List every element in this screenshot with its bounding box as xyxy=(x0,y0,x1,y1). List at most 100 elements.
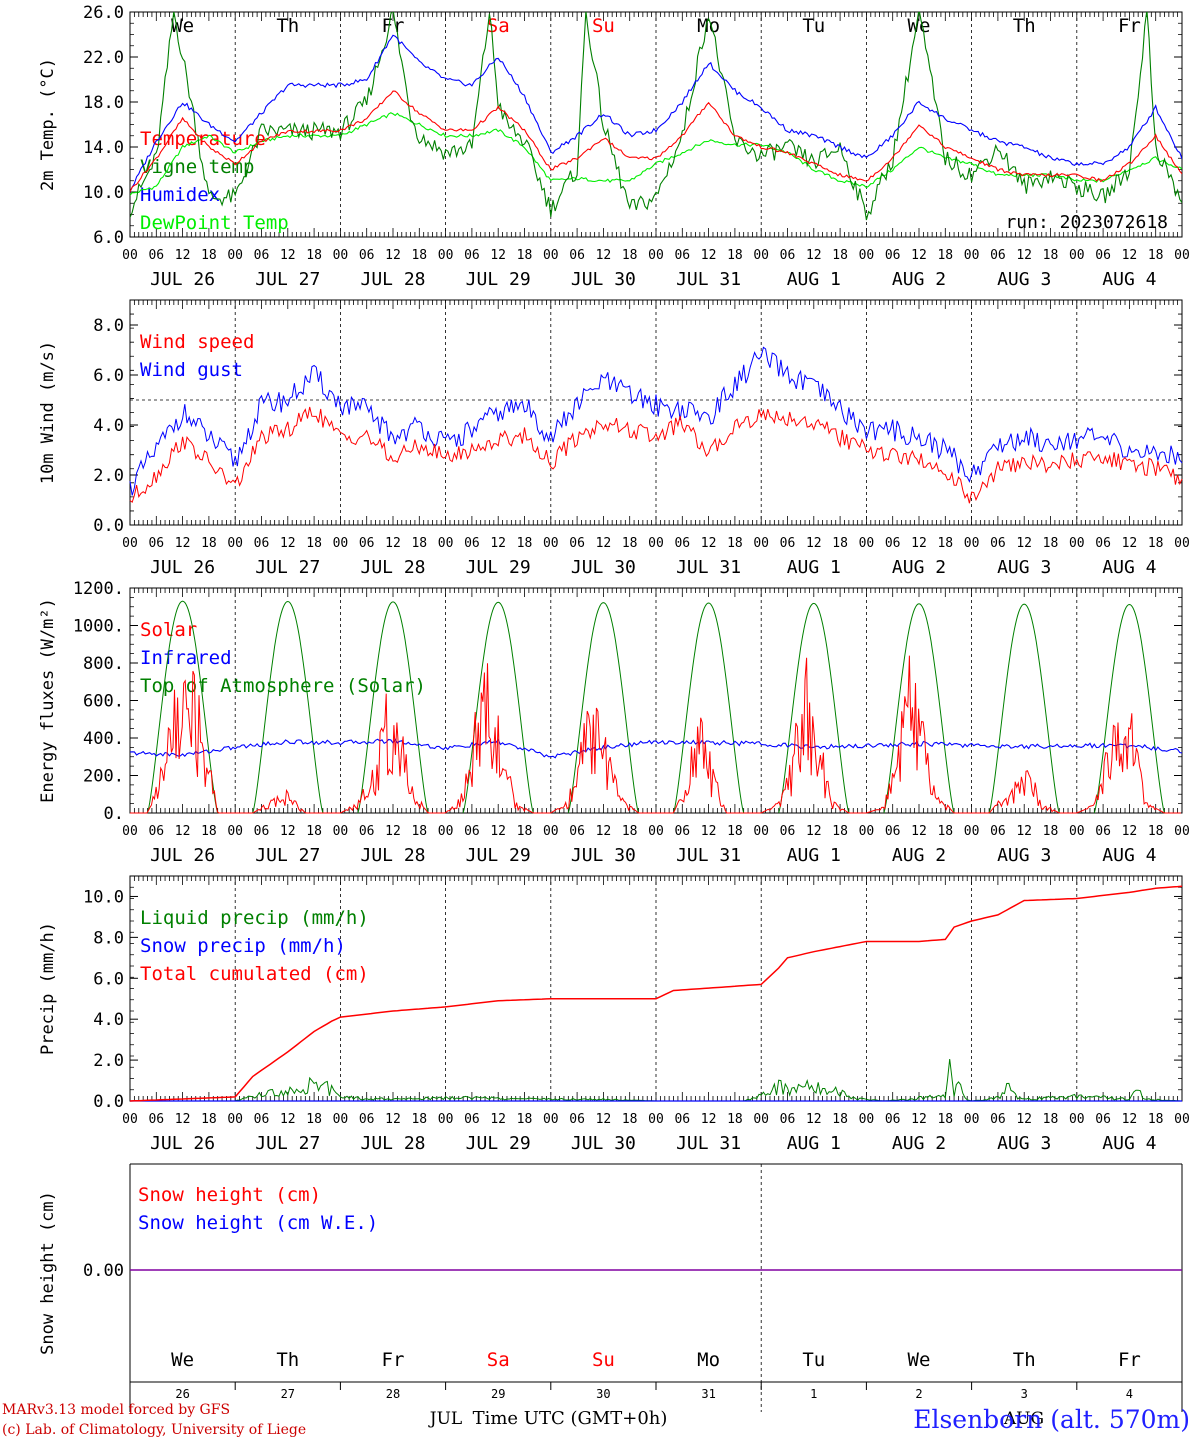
wind-hour-tick-label: 06 xyxy=(990,536,1006,551)
precip-date-label: AUG 3 xyxy=(997,1133,1051,1154)
wind-hour-tick-label: 06 xyxy=(464,536,480,551)
precip-hour-tick-label: 00 xyxy=(753,1112,769,1127)
energy-date-label: AUG 1 xyxy=(787,845,841,866)
precip-hour-tick-label: 12 xyxy=(701,1112,717,1127)
snow-weekday-label: Th xyxy=(276,1349,299,1371)
wind-date-label: JUL 27 xyxy=(255,557,320,578)
wind-hour-tick-label: 06 xyxy=(569,536,585,551)
energy-date-label: AUG 3 xyxy=(997,845,1051,866)
temperature-minor-ticks xyxy=(129,12,1183,237)
wind-hour-tick-label: 00 xyxy=(1174,536,1190,551)
energy-hour-tick-label: 18 xyxy=(201,824,217,839)
precip-y-tick-label: 4.0 xyxy=(93,1010,124,1030)
energy-hour-tick-label: 00 xyxy=(753,824,769,839)
precip-hour-tick-label: 12 xyxy=(175,1112,191,1127)
wind-y-label: 10m Wind (m/s) xyxy=(38,341,58,484)
temperature-hour-tick-label: 00 xyxy=(543,248,559,263)
precip-hour-tick-label: 00 xyxy=(648,1112,664,1127)
precip-y-tick-label: 2.0 xyxy=(93,1051,124,1071)
wind-hour-tick-label: 00 xyxy=(122,536,138,551)
energy-date-label: JUL 29 xyxy=(466,845,531,866)
energy-date-label: AUG 4 xyxy=(1102,845,1156,866)
energy-day-separators xyxy=(234,588,1078,813)
energy-hour-tick-label: 18 xyxy=(306,824,322,839)
precip-date-label: AUG 4 xyxy=(1102,1133,1156,1154)
temperature-hour-tick-label: 12 xyxy=(385,248,401,263)
snow-day-number: 28 xyxy=(386,1387,400,1401)
wind-hour-tick-label: 06 xyxy=(359,536,375,551)
precip-hour-tick-label: 18 xyxy=(517,1112,533,1127)
temperature-hour-tick-label: 12 xyxy=(596,248,612,263)
snow-legend-blue: Snow height (cm W.E.) xyxy=(138,1212,378,1234)
wind-frame: Wind speed Wind gust xyxy=(129,299,1183,526)
energy-date-label: JUL 27 xyxy=(255,845,320,866)
temperature-hour-tick-label: 18 xyxy=(832,248,848,263)
temperature-x-axis: 00 06 12 18 00 06 12 18 00 06 12 18 00 06 12 18 00 06 12 18… xyxy=(122,248,1190,290)
temperature-date-label: JUL 31 xyxy=(676,269,741,290)
precip-hour-tick-label: 00 xyxy=(964,1112,980,1127)
precip-y-tick-label: 0.0 xyxy=(93,1092,124,1112)
wind-hour-tick-label: 06 xyxy=(254,536,270,551)
temperature-hour-tick-label: 18 xyxy=(1043,248,1059,263)
temperature-hour-tick-label: 06 xyxy=(780,248,796,263)
wind-legend-blue: Wind gust xyxy=(140,359,243,381)
energy-frame: Solar Infrared Top of Atmosphere (Solar) xyxy=(129,587,1183,814)
precip-hour-tick-label: 18 xyxy=(201,1112,217,1127)
energy-y-minor-ticks xyxy=(130,587,1182,814)
temperature-series-blue xyxy=(130,34,1182,193)
temperature-hour-tick-label: 18 xyxy=(411,248,427,263)
energy-minor-ticks xyxy=(129,588,1183,813)
energy-hour-tick-label: 00 xyxy=(964,824,980,839)
temperature-plot-border xyxy=(129,11,1183,238)
wind-hour-tick-label: 06 xyxy=(1095,536,1111,551)
temperature-hour-tick-label: 06 xyxy=(359,248,375,263)
wind-hour-tick-label: 12 xyxy=(806,536,822,551)
precip-date-label: JUL 26 xyxy=(150,1133,215,1154)
precip-series xyxy=(129,885,1183,1102)
energy-hour-tick-label: 12 xyxy=(175,824,191,839)
temperature-series-red xyxy=(130,90,1182,193)
precip-hour-tick-label: 00 xyxy=(438,1112,454,1127)
precip-date-label: AUG 2 xyxy=(892,1133,946,1154)
wind-hour-tick-label: 00 xyxy=(648,536,664,551)
wind-hour-tick-label: 06 xyxy=(885,536,901,551)
snow-day-number: 30 xyxy=(596,1387,610,1401)
precip-date-label: JUL 30 xyxy=(571,1133,636,1154)
precip-hour-tick-label: 18 xyxy=(937,1112,953,1127)
precip-hour-tick-label: 06 xyxy=(464,1112,480,1127)
energy-hour-tick-label: 12 xyxy=(490,824,506,839)
temperature-hour-tick-label: 00 xyxy=(753,248,769,263)
energy-x-axis: 00 06 12 18 00 06 12 18 00 06 12 18 00 06 12 18 00 06 12 18… xyxy=(122,824,1190,866)
temperature-hour-tick-label: 06 xyxy=(674,248,690,263)
precip-hour-tick-label: 12 xyxy=(280,1112,296,1127)
snow-weekday-label: Sa xyxy=(487,1349,510,1371)
energy-hour-tick-label: 06 xyxy=(885,824,901,839)
wind-hour-tick-label: 18 xyxy=(411,536,427,551)
temperature-date-label: JUL 26 xyxy=(150,269,215,290)
precip-minor-ticks xyxy=(129,876,1183,1101)
energy-hour-tick-label: 06 xyxy=(569,824,585,839)
wind-hour-tick-label: 18 xyxy=(937,536,953,551)
wind-date-label: JUL 29 xyxy=(466,557,531,578)
precip-hour-tick-label: 00 xyxy=(122,1112,138,1127)
wind-hour-tick-label: 12 xyxy=(596,536,612,551)
wind-hour-tick-label: 12 xyxy=(1016,536,1032,551)
snow-weekday-label: We xyxy=(171,1349,194,1371)
snow-weekday-label: We xyxy=(908,1349,931,1371)
energy-hour-tick-label: 12 xyxy=(385,824,401,839)
snow-day-number: 31 xyxy=(701,1387,715,1401)
snow-legend-red: Snow height (cm) xyxy=(138,1184,321,1206)
precip-date-label: JUL 28 xyxy=(360,1133,425,1154)
temperature-hour-tick-label: 00 xyxy=(227,248,243,263)
wind-hour-tick-label: 18 xyxy=(727,536,743,551)
energy-hour-tick-label: 00 xyxy=(1069,824,1085,839)
precip-hour-tick-label: 12 xyxy=(806,1112,822,1127)
energy-hour-tick-label: 06 xyxy=(674,824,690,839)
wind-plot-border xyxy=(129,299,1183,526)
snow-weekday-label: Th xyxy=(1013,1349,1036,1371)
snow-day-number: 3 xyxy=(1021,1387,1028,1401)
snow-day-number: 4 xyxy=(1126,1387,1133,1401)
temperature-weekday-label: Fr xyxy=(1118,15,1141,37)
precip-date-label: AUG 1 xyxy=(787,1133,841,1154)
wind-hour-tick-label: 18 xyxy=(622,536,638,551)
